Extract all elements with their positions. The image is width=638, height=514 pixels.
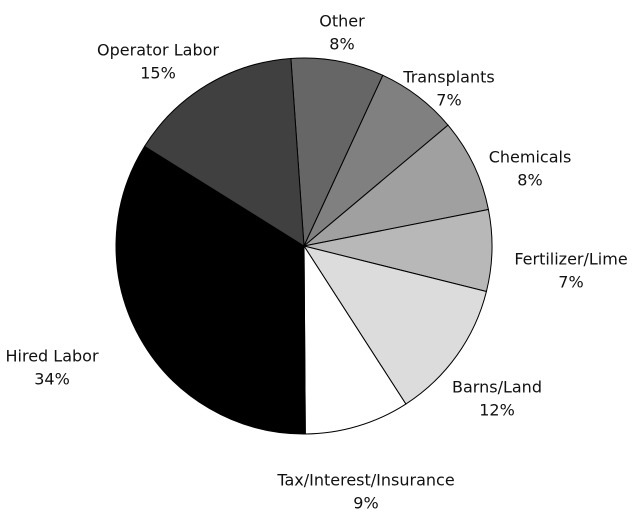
pie-slice — [302, 245, 488, 405]
slice-label: Transplants — [402, 68, 494, 87]
slice-value-label: 15% — [140, 64, 176, 83]
slice-value-label: 8% — [517, 171, 542, 190]
slice-label: Hired Labor — [5, 347, 98, 366]
slice-label: Tax/Interest/Insurance — [276, 471, 454, 490]
slice-label: Operator Labor — [97, 41, 219, 60]
pie-slice — [143, 57, 305, 247]
slice-value-label: 34% — [34, 370, 70, 389]
pie-slice — [290, 57, 384, 247]
slice-label: Barns/Land — [452, 378, 542, 397]
slice-label: Fertilizer/Lime — [514, 250, 627, 269]
slice-label: Other — [319, 12, 365, 31]
pie-slice — [303, 124, 490, 247]
slice-label: Chemicals — [489, 148, 572, 167]
slice-value-label: 12% — [479, 401, 515, 420]
slice-value-label: 8% — [329, 35, 354, 54]
slice-value-label: 7% — [436, 91, 461, 110]
pie-slice — [303, 244, 407, 435]
pie-slice — [115, 145, 306, 435]
slice-value-label: 7% — [558, 273, 583, 292]
slice-value-label: 9% — [353, 494, 378, 511]
